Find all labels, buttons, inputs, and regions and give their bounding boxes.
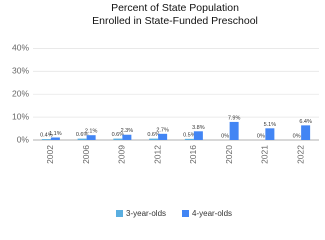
bar <box>41 139 51 140</box>
value-label: 2.1% <box>85 129 98 135</box>
x-tick-label: 2022 <box>295 145 305 164</box>
x-tick-label: 2009 <box>117 145 127 164</box>
chart-title: Percent of State Population <box>111 2 239 14</box>
y-tick-label: 20% <box>12 88 29 98</box>
legend-swatch <box>182 210 189 217</box>
y-tick-label: 40% <box>12 43 29 53</box>
value-label: 5.1% <box>264 122 277 128</box>
legend-swatch <box>116 210 123 217</box>
bar <box>301 125 311 140</box>
bar <box>265 128 275 140</box>
bar <box>113 138 123 140</box>
value-label: 0.6% <box>76 132 89 138</box>
bar <box>149 138 159 140</box>
value-label: 0% <box>293 133 301 139</box>
value-label: 0.6% <box>147 132 160 138</box>
bar <box>229 121 239 140</box>
bar <box>158 133 168 140</box>
x-tick-label: 2002 <box>45 145 55 164</box>
x-tick-label: 2012 <box>152 145 162 164</box>
bar <box>50 137 60 140</box>
bar <box>184 138 194 140</box>
y-tick-label: 30% <box>12 66 29 76</box>
value-label: 0.4% <box>40 133 53 139</box>
value-label: 0% <box>257 133 265 139</box>
bar <box>193 131 203 140</box>
bar <box>122 134 132 140</box>
value-label: 0% <box>221 133 229 139</box>
legend-label: 4-year-olds <box>192 209 232 218</box>
value-label: 3.8% <box>192 125 205 131</box>
value-label: 7.9% <box>228 115 241 121</box>
chart: Percent of State Population Enrolled in … <box>12 2 319 218</box>
chart-title: Enrolled in State-Funded Preschool <box>92 15 258 27</box>
y-tick-label: 0% <box>17 134 30 144</box>
value-label: 0.5% <box>183 132 196 138</box>
x-tick-label: 2016 <box>188 145 198 164</box>
x-tick-label: 2020 <box>224 145 234 164</box>
y-tick-label: 10% <box>12 111 29 121</box>
legend-label: 3-year-olds <box>126 209 166 218</box>
bar <box>77 138 87 140</box>
value-label: 2.7% <box>156 127 169 133</box>
value-label: 1.1% <box>49 131 62 137</box>
value-label: 2.3% <box>121 128 134 134</box>
bar <box>86 135 96 140</box>
x-tick-label: 2021 <box>260 145 270 164</box>
x-tick-label: 2006 <box>81 145 91 164</box>
value-label: 6.4% <box>299 119 312 125</box>
value-label: 0.6% <box>112 132 125 138</box>
